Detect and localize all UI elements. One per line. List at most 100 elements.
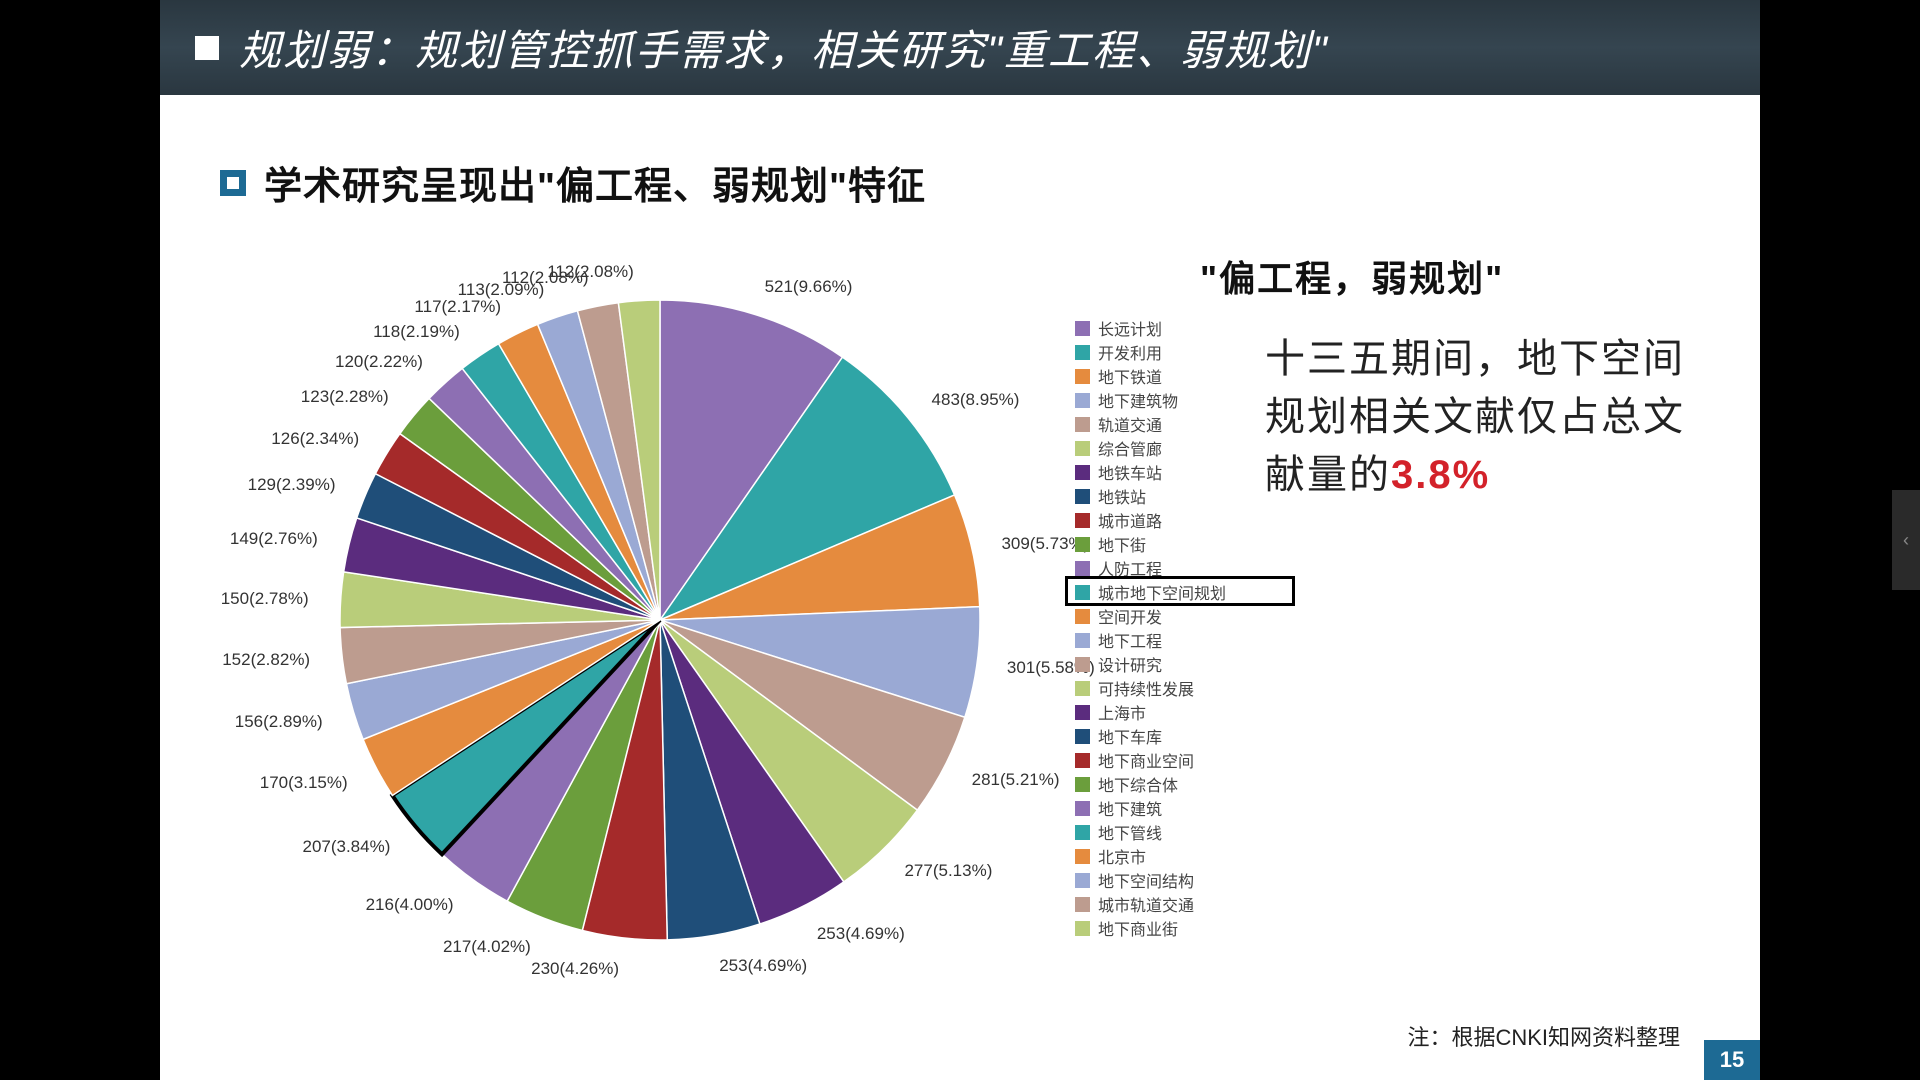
pie-slice-label: 281(5.21%) [972, 770, 1060, 790]
legend-swatch [1075, 849, 1090, 864]
legend-swatch [1075, 705, 1090, 720]
legend-label: 地下工程 [1098, 628, 1162, 652]
legend-swatch [1075, 465, 1090, 480]
legend-label: 开发利用 [1098, 340, 1162, 364]
legend-item: 城市轨道交通 [1075, 892, 1295, 916]
legend-swatch [1075, 657, 1090, 672]
legend-label: 长远计划 [1098, 316, 1162, 340]
pie-slice-label: 207(3.84%) [302, 837, 390, 857]
subtitle-row: 学术研究呈现出"偏工程、弱规划"特征 [220, 155, 926, 210]
pie-slice-label: 129(2.39%) [248, 475, 336, 495]
legend-swatch [1075, 393, 1090, 408]
legend-item: 地下工程 [1075, 628, 1295, 652]
pie-slice-label: 118(2.19%) [373, 322, 460, 342]
pie-chart: 521(9.66%)483(8.95%)309(5.73%)301(5.58%)… [250, 210, 1070, 1030]
legend-label: 人防工程 [1098, 556, 1162, 580]
footnote: 注：根据CNKI知网资料整理 [1407, 1020, 1680, 1052]
pie-slice-label: 277(5.13%) [904, 861, 992, 881]
legend-swatch [1075, 681, 1090, 696]
legend-swatch [1075, 921, 1090, 936]
legend-item: 空间开发 [1075, 604, 1295, 628]
pie-slice-label: 253(4.69%) [719, 956, 807, 976]
right-summary-title: "偏工程，弱规划" [1200, 250, 1504, 302]
pie-slice-label: 156(2.89%) [235, 712, 323, 732]
legend-swatch [1075, 897, 1090, 912]
legend-item: 上海市 [1075, 700, 1295, 724]
legend-item: 综合管廊 [1075, 436, 1295, 460]
legend-label: 地下车库 [1098, 724, 1162, 748]
legend-label: 地铁站 [1098, 484, 1146, 508]
legend-swatch [1075, 777, 1090, 792]
legend-item: 城市地下空间规划 [1075, 580, 1295, 604]
legend-label: 城市道路 [1098, 508, 1162, 532]
legend-label: 地下商业街 [1098, 916, 1178, 940]
pie-slice-label: 217(4.02%) [443, 937, 531, 957]
legend-label: 城市地下空间规划 [1098, 580, 1226, 604]
legend-label: 地下建筑物 [1098, 388, 1178, 412]
legend-item: 地下综合体 [1075, 772, 1295, 796]
legend-item: 地下铁道 [1075, 364, 1295, 388]
pie-slice-label: 123(2.28%) [301, 387, 389, 407]
legend-label: 上海市 [1098, 700, 1146, 724]
side-collapse-tab[interactable]: ‹ [1892, 490, 1920, 590]
legend-label: 可持续性发展 [1098, 676, 1194, 700]
pie-slice-label: 150(2.78%) [221, 589, 309, 609]
pie-slice-label: 117(2.17%) [414, 297, 501, 317]
right-summary-text: 十三五期间，地下空间规划相关文献仅占总文献量的3.8% [1265, 330, 1695, 504]
legend-item: 可持续性发展 [1075, 676, 1295, 700]
legend-swatch [1075, 417, 1090, 432]
legend-item: 城市道路 [1075, 508, 1295, 532]
legend-label: 地下街 [1098, 532, 1146, 556]
legend-swatch [1075, 585, 1090, 600]
legend-item: 设计研究 [1075, 652, 1295, 676]
legend-swatch [1075, 321, 1090, 336]
legend-item: 地下商业街 [1075, 916, 1295, 940]
legend-item: 地下建筑物 [1075, 388, 1295, 412]
pie-slice-label: 216(4.00%) [366, 895, 454, 915]
legend-swatch [1075, 633, 1090, 648]
legend-item: 地铁站 [1075, 484, 1295, 508]
pie-slice-label: 149(2.76%) [230, 529, 318, 549]
legend-item: 地下空间结构 [1075, 868, 1295, 892]
legend-label: 地下商业空间 [1098, 748, 1194, 772]
pie-slice-label: 152(2.82%) [222, 650, 310, 670]
legend-swatch [1075, 537, 1090, 552]
legend-label: 地下建筑 [1098, 796, 1162, 820]
legend-label: 北京市 [1098, 844, 1146, 868]
legend: 长远计划开发利用地下铁道地下建筑物轨道交通综合管廊地铁车站地铁站城市道路地下街人… [1075, 316, 1295, 940]
summary-percent: 3.8% [1391, 453, 1490, 497]
legend-item: 地铁车站 [1075, 460, 1295, 484]
legend-item: 地下街 [1075, 532, 1295, 556]
legend-label: 地下空间结构 [1098, 868, 1194, 892]
legend-swatch [1075, 801, 1090, 816]
pie-slice-label: 521(9.66%) [765, 277, 853, 297]
pie-slice-label: 112(2.08%) [547, 262, 634, 282]
legend-swatch [1075, 441, 1090, 456]
legend-swatch [1075, 873, 1090, 888]
legend-item: 地下商业空间 [1075, 748, 1295, 772]
legend-item: 轨道交通 [1075, 412, 1295, 436]
legend-item: 地下车库 [1075, 724, 1295, 748]
page-number: 15 [1704, 1040, 1760, 1080]
legend-swatch [1075, 369, 1090, 384]
legend-label: 地下综合体 [1098, 772, 1178, 796]
legend-swatch [1075, 825, 1090, 840]
legend-label: 城市轨道交通 [1098, 892, 1194, 916]
header-title: 规划弱：规划管控抓手需求，相关研究"重工程、弱规划" [239, 17, 1329, 78]
pie-slice-label: 170(3.15%) [260, 773, 348, 793]
slide: 规划弱：规划管控抓手需求，相关研究"重工程、弱规划" 学术研究呈现出"偏工程、弱… [160, 0, 1760, 1080]
legend-swatch [1075, 489, 1090, 504]
subtitle-text: 学术研究呈现出"偏工程、弱规划"特征 [264, 155, 926, 210]
legend-swatch [1075, 729, 1090, 744]
pie-slice-label: 120(2.22%) [335, 352, 423, 372]
header-band: 规划弱：规划管控抓手需求，相关研究"重工程、弱规划" [160, 0, 1760, 95]
legend-swatch [1075, 345, 1090, 360]
legend-item: 开发利用 [1075, 340, 1295, 364]
legend-label: 地下管线 [1098, 820, 1162, 844]
pie-slice-label: 230(4.26%) [531, 959, 619, 979]
legend-item: 地下建筑 [1075, 796, 1295, 820]
legend-swatch [1075, 753, 1090, 768]
legend-label: 空间开发 [1098, 604, 1162, 628]
subtitle-bullet-icon [220, 170, 246, 196]
header-bullet-icon [195, 36, 219, 60]
